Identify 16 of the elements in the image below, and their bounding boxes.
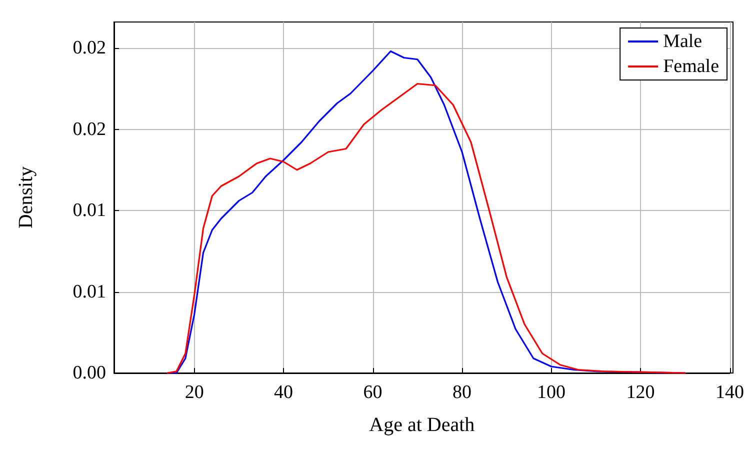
- y-axis-title: Density: [15, 166, 37, 229]
- y-tick-label: 0.01: [72, 200, 106, 221]
- x-tick-label: 20: [184, 382, 204, 403]
- x-tick-label: 60: [363, 382, 382, 403]
- y-tick-label: 0.02: [72, 118, 106, 140]
- x-tick-label: 80: [452, 382, 472, 403]
- y-tick-label: 0.02: [72, 38, 106, 58]
- y-tick-label: 0.00: [72, 362, 106, 384]
- x-tick-label: 100: [537, 382, 566, 403]
- y-tick-label: 0.01: [72, 281, 106, 302]
- legend-label: Male: [663, 31, 702, 52]
- x-tick-label: 120: [626, 382, 655, 403]
- x-tick-label: 140: [716, 382, 744, 403]
- x-axis-title: Age at Death: [369, 414, 475, 436]
- x-tick-label: 40: [274, 382, 294, 403]
- legend-label: Female: [663, 56, 720, 77]
